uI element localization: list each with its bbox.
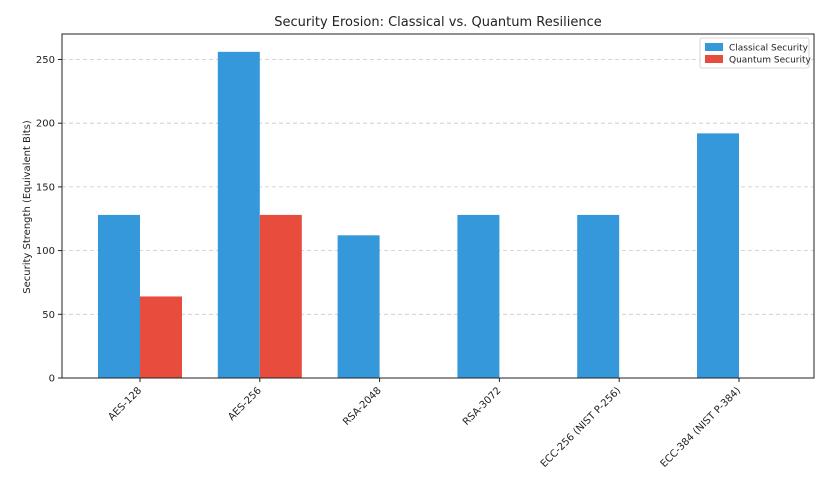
legend-swatch-0 xyxy=(705,43,723,51)
y-axis-ticks: 0 50 100 150 200 250 xyxy=(36,55,62,385)
x-tick-label-4: ECC-256 (NIST P-256) xyxy=(539,385,624,470)
plot-frame xyxy=(61,33,815,379)
y-axis-label: Security Strength (Equivalent Bits) xyxy=(22,120,33,294)
bar-classical-aes-128 xyxy=(98,214,140,378)
grid-lines xyxy=(62,59,814,315)
bar-quantum-aes-256 xyxy=(259,214,302,378)
x-tick-label-2: RSA-2048 xyxy=(341,385,384,428)
x-axis-ticks: AES-128 AES-256 RSA-2048 RSA-3072 ECC-256 (N… xyxy=(107,378,744,470)
legend-swatch-1 xyxy=(705,55,723,63)
bars xyxy=(98,51,739,378)
bar-classical-ecc-384-nist-p-384 xyxy=(697,133,739,378)
legend: Classical Security Quantum Security xyxy=(699,37,812,69)
x-tick-label-1: AES-256 xyxy=(226,385,264,423)
y-tick-label-0: 0 xyxy=(49,374,55,385)
legend-label-1: Quantum Security xyxy=(729,56,812,66)
bar-classical-rsa-2048 xyxy=(337,235,380,378)
bar-classical-rsa-3072 xyxy=(457,214,500,378)
bar-classical-ecc-256-nist-p-256 xyxy=(577,214,620,378)
legend-frame xyxy=(699,37,810,69)
x-tick-label-0: AES-128 xyxy=(107,385,145,423)
y-tick-label-50: 50 xyxy=(42,310,55,321)
chart-title: Security Erosion: Classical vs. Quantum … xyxy=(274,15,601,30)
x-tick-label-5: ECC-384 (NIST P-384) xyxy=(659,385,744,470)
legend-label-0: Classical Security xyxy=(729,44,809,54)
y-tick-label-250: 250 xyxy=(36,55,55,66)
bar-quantum-aes-128 xyxy=(140,296,182,378)
y-tick-label-100: 100 xyxy=(36,246,55,257)
x-tick-label-3: RSA-3072 xyxy=(461,385,504,428)
y-tick-label-200: 200 xyxy=(36,119,55,130)
y-tick-label-150: 150 xyxy=(36,182,55,193)
bar-classical-aes-256 xyxy=(217,51,260,378)
